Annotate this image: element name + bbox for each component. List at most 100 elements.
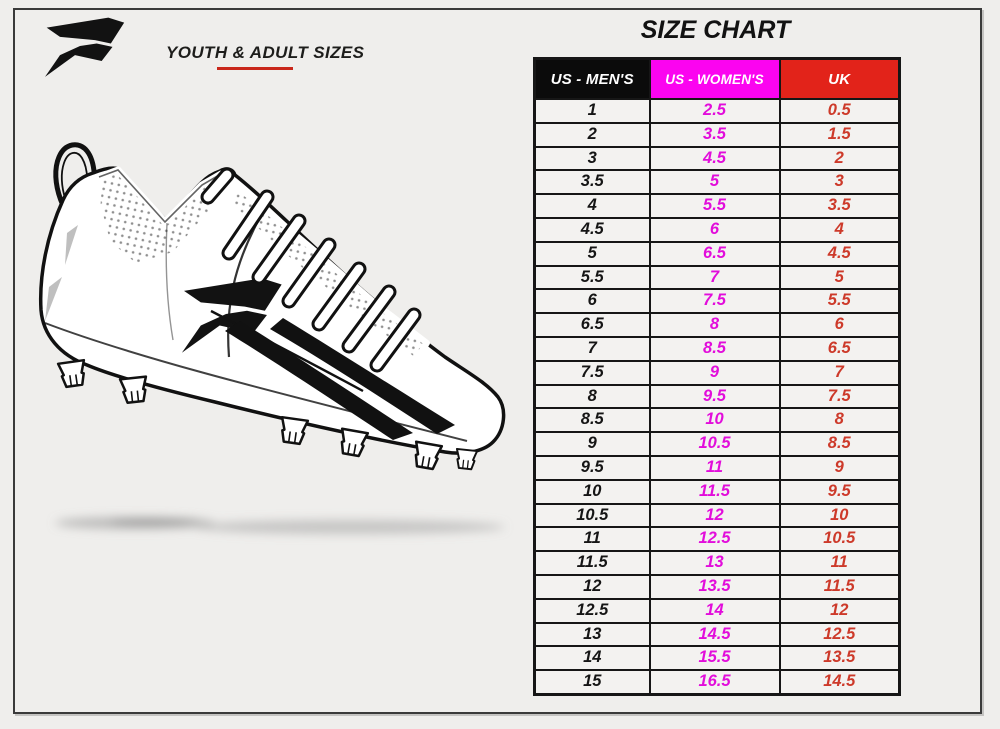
us-womens-size: 2.5	[648, 98, 781, 124]
us-womens-size: 9	[648, 359, 781, 386]
us-mens-size: 5	[533, 240, 651, 267]
uk-size: 9	[778, 454, 901, 481]
laces	[200, 167, 422, 373]
subtitle-underline	[217, 67, 293, 70]
us-mens-size: 12	[533, 573, 651, 600]
size-row: 9.5 11 9	[533, 454, 901, 481]
subtitle-label: YOUTH & ADULT SIZES	[166, 43, 365, 62]
uk-size: 2	[778, 145, 901, 172]
stripe	[270, 318, 455, 434]
us-womens-size: 5.5	[648, 193, 781, 219]
us-womens-size: 7	[648, 264, 781, 291]
us-womens-size: 12	[648, 502, 781, 529]
size-row: 10 11.5 9.5	[533, 478, 901, 505]
uk-size: 6	[778, 312, 901, 338]
us-mens-size: 8	[533, 383, 651, 410]
size-row: 3 4.5 2	[533, 145, 901, 172]
size-row: 14 15.5 13.5	[533, 645, 901, 672]
us-mens-size: 3	[533, 145, 651, 172]
uk-size: 10.5	[778, 526, 901, 553]
us-womens-size: 12.5	[648, 526, 781, 553]
size-row: 11.5 13 11	[533, 550, 901, 576]
us-womens-size: 7.5	[648, 288, 781, 315]
us-womens-size: 15.5	[648, 645, 781, 672]
size-row: 4 5.5 3.5	[533, 193, 901, 219]
size-row: 4.5 6 4	[533, 216, 901, 243]
heel-flash	[45, 277, 62, 321]
uk-size: 8	[778, 407, 901, 434]
us-mens-size: 5.5	[533, 264, 651, 291]
us-womens-size: 6.5	[648, 240, 781, 267]
size-chart-title: SIZE CHART	[640, 16, 791, 44]
uk-size: 12	[778, 597, 901, 624]
ground-shadow	[55, 517, 505, 534]
size-row: 13 14.5 12.5	[533, 621, 901, 648]
uk-size: 9.5	[778, 478, 901, 505]
uk-size: 13.5	[778, 645, 901, 672]
header-uk: UK	[778, 57, 901, 100]
size-table: US - MEN'S US - WOMEN'S UK 1 2.5 0.5 2 3.5 1.…	[533, 57, 901, 696]
us-mens-size: 7	[533, 335, 651, 362]
us-womens-size: 10.5	[648, 431, 781, 457]
us-mens-size: 15	[533, 669, 651, 696]
size-row: 8.5 10 8	[533, 407, 901, 434]
size-row: 8 9.5 7.5	[533, 383, 901, 410]
us-mens-size: 10.5	[533, 502, 651, 529]
us-womens-size: 8.5	[648, 335, 781, 362]
size-row: 5.5 7 5	[533, 264, 901, 291]
uk-size: 11	[778, 550, 901, 576]
us-mens-size: 2	[533, 121, 651, 148]
size-row: 6.5 8 6	[533, 312, 901, 338]
us-mens-size: 13	[533, 621, 651, 648]
us-mens-size: 14	[533, 645, 651, 672]
size-row: 7 8.5 6.5	[533, 335, 901, 362]
uk-size: 14.5	[778, 669, 901, 696]
uk-size: 4	[778, 216, 901, 243]
us-mens-size: 9.5	[533, 454, 651, 481]
us-mens-size: 4	[533, 193, 651, 219]
size-row: 12.5 14 12	[533, 597, 901, 624]
us-mens-size: 6.5	[533, 312, 651, 338]
us-womens-size: 16.5	[648, 669, 781, 696]
uk-size: 12.5	[778, 621, 901, 648]
us-mens-size: 10	[533, 478, 651, 505]
uk-size: 11.5	[778, 573, 901, 600]
size-row: 9 10.5 8.5	[533, 431, 901, 457]
us-womens-size: 14	[648, 597, 781, 624]
us-mens-size: 11.5	[533, 550, 651, 576]
stripe	[225, 321, 413, 440]
us-womens-size: 11	[648, 454, 781, 481]
size-row: 11 12.5 10.5	[533, 526, 901, 553]
us-mens-size: 12.5	[533, 597, 651, 624]
size-row: 5 6.5 4.5	[533, 240, 901, 267]
uk-size: 7.5	[778, 383, 901, 410]
header-us-mens: US - MEN'S	[533, 57, 651, 100]
us-mens-size: 1	[533, 98, 651, 124]
cleat-illustration	[38, 142, 506, 534]
us-womens-size: 8	[648, 312, 781, 338]
us-mens-size: 7.5	[533, 359, 651, 386]
size-row: 10.5 12 10	[533, 502, 901, 529]
us-womens-size: 6	[648, 216, 781, 243]
size-row: 15 16.5 14.5	[533, 669, 901, 696]
page-border-frame	[13, 8, 982, 714]
uk-size: 5	[778, 264, 901, 291]
us-womens-size: 9.5	[648, 383, 781, 410]
size-row: 12 13.5 11.5	[533, 573, 901, 600]
size-table-header-row: US - MEN'S US - WOMEN'S UK	[533, 57, 901, 100]
size-row: 2 3.5 1.5	[533, 121, 901, 148]
size-row: 7.5 9 7	[533, 359, 901, 386]
us-womens-size: 13	[648, 550, 781, 576]
header-us-womens: US - WOMEN'S	[648, 57, 781, 100]
size-row: 1 2.5 0.5	[533, 98, 901, 124]
us-womens-size: 13.5	[648, 573, 781, 600]
size-table-body: 1 2.5 0.5 2 3.5 1.5 3 4.5 2 3.5 5 3 4 5.5 3.5 4.5 6 4 5 6.5…	[533, 98, 901, 696]
uk-size: 10	[778, 502, 901, 529]
us-mens-size: 9	[533, 431, 651, 457]
uk-size: 4.5	[778, 240, 901, 267]
size-row: 6 7.5 5.5	[533, 288, 901, 315]
us-mens-size: 6	[533, 288, 651, 315]
phenom-logo-icon	[45, 17, 125, 77]
us-womens-size: 11.5	[648, 478, 781, 505]
